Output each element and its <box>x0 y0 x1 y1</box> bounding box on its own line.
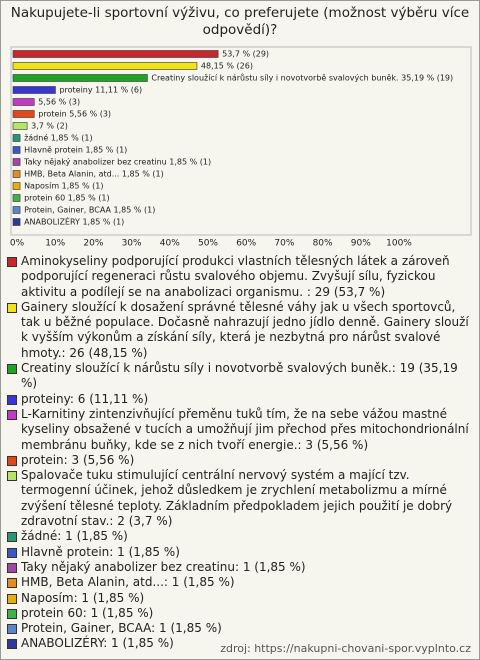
legend-label: HMB, Beta Alanin, atd...: 1 (1,85 %) <box>21 575 235 590</box>
legend-marker <box>7 562 17 573</box>
legend-marker <box>7 364 17 375</box>
x-tick-label: 90% <box>351 239 371 249</box>
legend-label: Aminokyseliny podporující produkci vlast… <box>21 254 450 299</box>
value-label: 53,7 % (29) <box>222 50 269 59</box>
legend-label: Creatiny sloužící k nárůstu síly i novot… <box>21 361 458 391</box>
legend-marker <box>7 608 17 619</box>
x-tick-label: 10% <box>45 239 65 249</box>
x-tick-label: 80% <box>313 239 333 249</box>
x-tick-label: 70% <box>274 239 294 249</box>
bar <box>12 50 219 58</box>
x-tick-label: 50% <box>198 239 218 249</box>
legend-marker <box>7 257 17 267</box>
legend-item: Creatiny sloužící k nárůstu síly i novot… <box>7 361 471 392</box>
legend-label: Naposím: 1 (1,85 %) <box>21 590 145 605</box>
legend-marker <box>7 593 17 604</box>
bar <box>12 110 35 118</box>
legend-label: ANABOLIZÉRY: 1 (1,85 %) <box>21 636 174 651</box>
plot-frame <box>10 46 472 236</box>
legend-label: Spalovače tuku stimulující centrální ner… <box>21 468 453 529</box>
value-label: Creatiny sloužící k nárůstu síly i novot… <box>151 73 453 83</box>
bar <box>12 146 21 154</box>
value-label: Taky nějaký anabolizer bez creatinu 1,85… <box>23 158 211 167</box>
x-tick-label: 0% <box>10 239 25 249</box>
bar <box>12 194 21 202</box>
bar <box>12 158 21 166</box>
legend-item: Gainery sloužící k dosažení správné těle… <box>7 300 471 361</box>
legend-label: proteiny: 6 (11,11 %) <box>21 391 149 406</box>
legend-marker <box>7 455 17 466</box>
value-label: žádné 1,85 % (1) <box>24 133 93 143</box>
legend-marker <box>7 394 17 405</box>
chart: 0% 10% 20% 30% 40% 50% 60% 70% 80% 90% 100% 53,7 % … <box>10 46 472 249</box>
legend-item: Hlavně protein: 1 (1,85 %) <box>7 545 471 560</box>
x-tick-label: 30% <box>122 239 142 249</box>
value-label: 48,15 % (26) <box>201 62 253 71</box>
legend-item: Naposím: 1 (1,85 %) <box>7 591 471 606</box>
legend-marker <box>7 471 17 482</box>
bar <box>12 74 148 82</box>
value-label: protein 5,56 % (3) <box>38 110 111 119</box>
value-label: HMB, Beta Alanin, atd... 1,85 % (1) <box>24 170 164 179</box>
source: zdroj: https://nakupni-chovani-spor.vypl… <box>220 642 471 655</box>
legend-marker <box>7 639 17 650</box>
x-tick-label: 40% <box>160 239 180 249</box>
bar <box>12 134 21 142</box>
x-tick-label: 20% <box>83 239 103 249</box>
legend-item: Protein, Gainer, BCAA: 1 (1,85 %) <box>7 621 471 636</box>
legend-marker <box>7 409 17 420</box>
legend-label: Gainery sloužící k dosažení správné těle… <box>21 299 469 360</box>
legend-label: Protein, Gainer, BCAA: 1 (1,85 %) <box>21 621 222 636</box>
legend-marker <box>7 624 17 635</box>
bar <box>12 62 198 70</box>
legend-item: L-Karnitiny zintenzivňující přeměnu tuků… <box>7 407 471 453</box>
value-label: 5,56 % (3) <box>38 98 80 107</box>
legend-marker <box>7 547 17 558</box>
legend-item: proteiny: 6 (11,11 %) <box>7 392 471 407</box>
legend-label: protein 60: 1 (1,85 %) <box>21 605 154 620</box>
value-label: Protein, Gainer, BCAA 1,85 % (1) <box>24 206 155 215</box>
chart-title: Nakupujete-li sportovní výživu, co prefe… <box>10 5 470 38</box>
legend-label: L-Karnitiny zintenzivňující přeměnu tuků… <box>21 406 469 452</box>
legend-label: Hlavně protein: 1 (1,85 %) <box>21 544 180 559</box>
legend-item: protein 60: 1 (1,85 %) <box>7 606 471 621</box>
legend-item: protein: 3 (5,56 %) <box>7 453 471 468</box>
value-label: ANABOLIZÉRY 1,85 % (1) <box>24 216 124 227</box>
legend-item: Spalovače tuku stimulující centrální ner… <box>7 468 471 529</box>
bar <box>12 182 21 190</box>
bar <box>12 122 28 130</box>
legend-item: Aminokyseliny podporující produkci vlast… <box>7 254 471 300</box>
legend: Aminokyseliny podporující produkci vlast… <box>7 254 471 652</box>
bar <box>12 218 21 226</box>
legend-item: žádné: 1 (1,85 %) <box>7 529 471 544</box>
legend-label: Taky nějaký anabolizer bez creatinu: 1 (… <box>21 559 306 574</box>
value-label: Hlavně protein 1,85 % (1) <box>24 146 127 155</box>
value-label: protein 60 1,85 % (1) <box>24 194 110 203</box>
bar <box>12 170 21 178</box>
legend-marker <box>7 302 17 313</box>
x-tick-label: 100% <box>386 239 412 249</box>
legend-item: HMB, Beta Alanin, atd...: 1 (1,85 %) <box>7 575 471 590</box>
bar <box>12 98 35 106</box>
x-tick-label: 60% <box>236 239 256 249</box>
legend-label: žádné: 1 (1,85 %) <box>21 529 128 544</box>
value-label: Naposím 1,85 % (1) <box>24 182 103 191</box>
bar <box>12 86 56 94</box>
legend-item: Taky nějaký anabolizer bez creatinu: 1 (… <box>7 560 471 575</box>
value-label: proteiny 11,11 % (6) <box>59 86 142 95</box>
legend-marker <box>7 532 17 543</box>
value-label: 3,7 % (2) <box>31 122 68 131</box>
legend-item: ANABOLIZÉRY: 1 (1,85 %) <box>7 636 471 651</box>
legend-marker <box>7 578 17 589</box>
bar <box>12 206 21 214</box>
legend-label: protein: 3 (5,56 %) <box>21 452 135 467</box>
